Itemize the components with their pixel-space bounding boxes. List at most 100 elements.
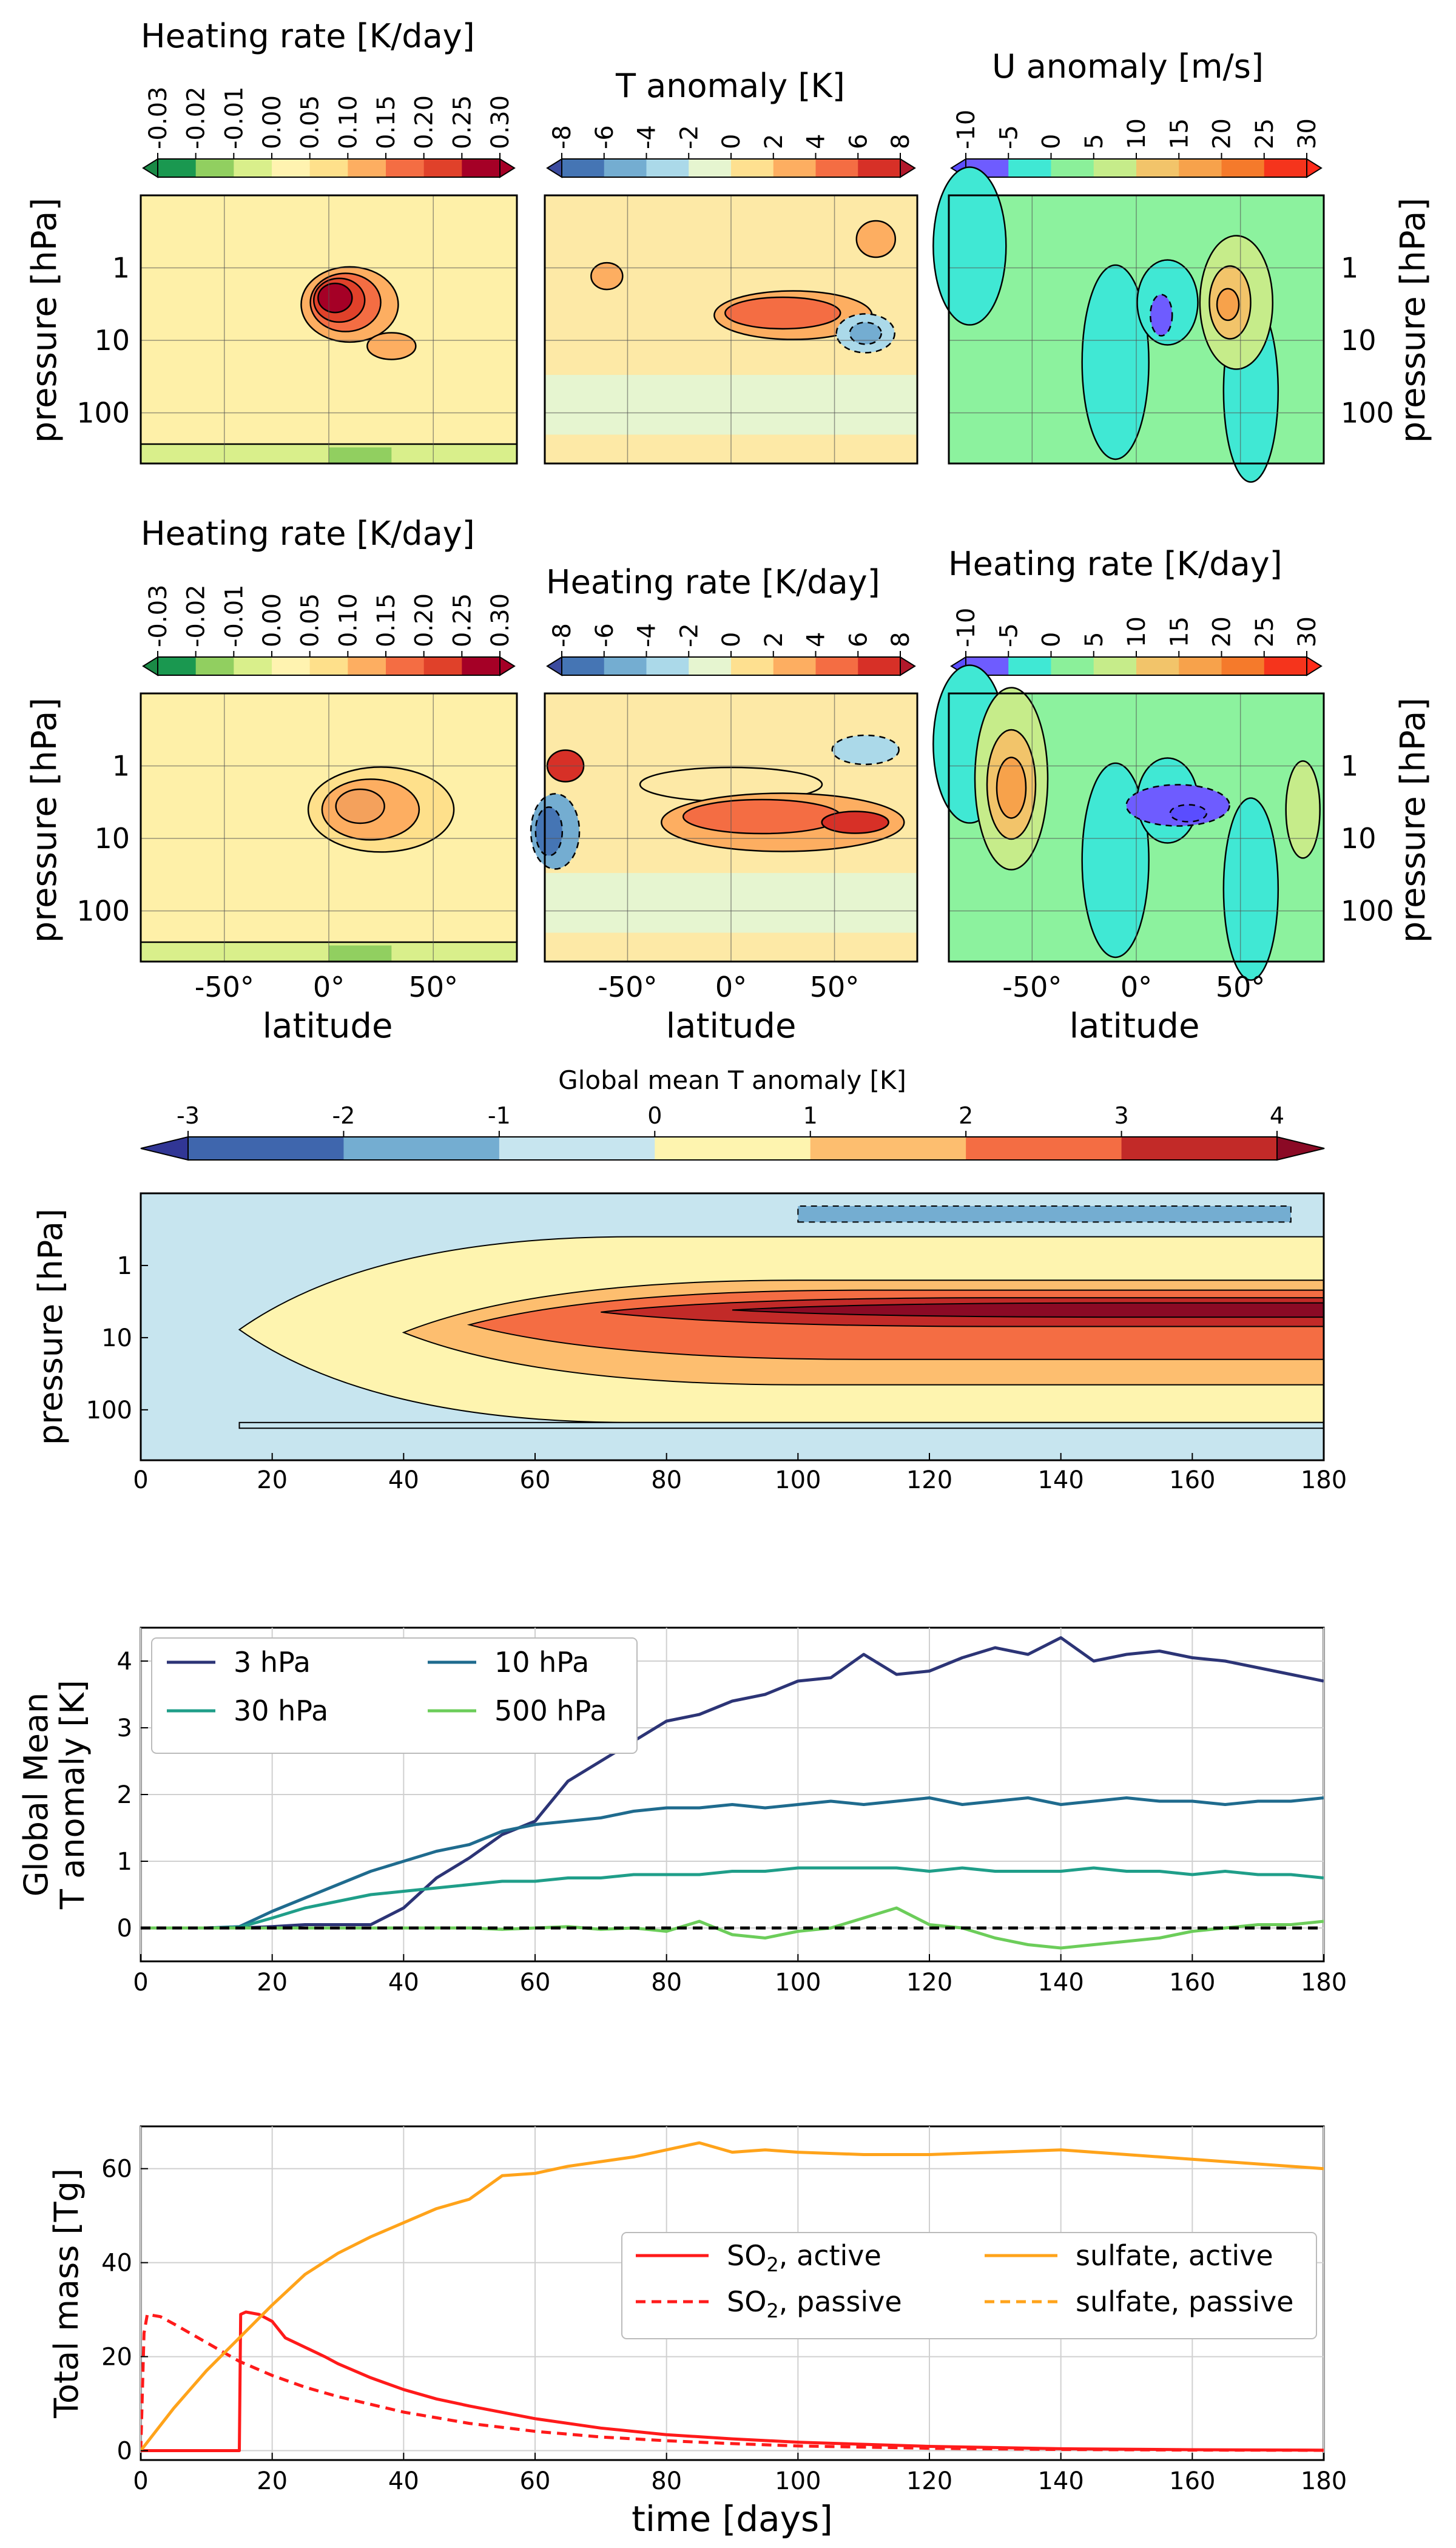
colorbar-swatch [1093,657,1137,675]
legend-label-part: sulfate, passive [1076,2285,1294,2318]
heating-contour-015 [335,788,385,824]
colorbar-tick-label: 4 [803,134,831,149]
legend-label: 10 hPa [494,1646,589,1679]
x-tick-label: 80 [651,1969,682,1997]
x-tick-label: -50° [1002,971,1062,1003]
colorbar-swatch [348,159,386,177]
colorbar-swatch [1051,657,1094,675]
legend-label-part: SO [727,2239,766,2272]
negative-heating-region [329,447,392,463]
x-tick-label: 20 [257,2467,288,2495]
x-axis-label: latitude [1070,1006,1200,1046]
colorbar-tick-label: -5 [995,623,1023,647]
panel-frame [544,692,918,963]
colorbar-swatch [858,657,901,675]
colorbar-swatch [1008,657,1051,675]
colorbar-arrow-high [1306,656,1323,676]
y-tick-label: 10 [94,324,130,357]
t-anomaly-line-chart: 0 20 40 60 80 100 120 140 160 180 0 1 2 3 4 Global Mea… [17,1626,1347,1997]
colorbar-tick-label: 0.20 [411,95,439,149]
series-line-1 [141,2313,1324,2452]
x-tick-label: 100 [775,1969,821,1997]
y-tick-label: 10 [1341,822,1377,855]
colorbar-tick-label: -10 [952,608,980,647]
colorbar-tick-label: -8 [548,623,576,647]
colorbar-swatch [272,657,311,675]
colorbar-tick-label: 0.25 [448,95,476,149]
colorbar-tick-label: -3 [177,1102,200,1129]
colorbar-tick-label: -2 [675,623,703,647]
y-axis-label-right: pressure [hPa] [1394,698,1433,943]
x-tick-label: 0 [133,1466,148,1494]
colorbar-tick-label: -1 [488,1102,511,1129]
colorbar-swatch [423,159,462,177]
heating-rate-field: 1 10 100 [76,194,518,465]
colorbar-tick-label: 6 [844,632,872,647]
x-tick-label: 120 [906,2467,952,2495]
colorbar-arrow-high [499,656,516,676]
colorbar-title: Heating rate [K/day] [141,17,475,55]
colorbar-title: Heating rate [K/day] [546,563,880,601]
colorbar-swatch [309,159,348,177]
colorbar: -0.03 -0.02 -0.01 0.00 0.05 0.10 0.15 0.20 0.25 0… [142,87,516,178]
colorbar-title: Heating rate [K/day] [141,514,475,553]
colorbar-swatch [773,159,816,177]
easterly-contour-10 [1149,294,1173,337]
colorbar-tick-label: 4 [803,632,831,647]
x-tick-label: 40 [388,2467,419,2495]
colorbar-arrow-low [142,158,158,178]
warm-contour-4 [724,296,841,330]
colorbar-swatch [423,657,462,675]
y-axis-label-line2: T anomaly [K] [53,1680,92,1910]
colorbar-swatch [731,159,774,177]
colorbar-tick-label: 0.30 [487,593,514,647]
colorbar-title: U anomaly [m/s] [992,47,1264,86]
warm-contour-2 [855,220,897,258]
easterly-contour-0 [1081,264,1150,460]
x-tick-label: 160 [1169,1466,1215,1494]
u-anomaly-field: 1 10 100 [932,166,1394,483]
colorbar-tick-label: -5 [995,125,1023,149]
colorbar-tick-label: 0 [647,1102,662,1129]
colorbar-swatch [1093,159,1137,177]
cold-contour-8 [534,806,564,857]
x-tick-label: 60 [520,1969,551,1997]
colorbar-swatch [1179,657,1222,675]
colorbar-swatch [158,657,197,675]
legend-label: SO2, passive [727,2285,902,2322]
axes-ticks: 0 20 40 60 80 100 120 140 160 180 0 1 2 3 4 [117,1648,1347,1997]
x-tick-label: 60 [520,1466,551,1494]
colorbar-swatch [1221,159,1265,177]
colorbar-swatch [309,657,348,675]
colorbar-tick-label: 2 [959,1102,973,1129]
y-tick-label: 3 [117,1714,132,1742]
colorbar-tick-label: 0.15 [372,593,400,647]
y-tick-label: 1 [1341,749,1358,782]
colorbar-frame [157,656,500,676]
x-tick-label: 140 [1037,1466,1084,1494]
colorbar-tick-label: -4 [633,623,661,647]
y-axis-label: pressure [hPa] [25,698,64,943]
colorbar-arrow-low [546,656,562,676]
x-tick-label: 0° [715,971,747,1003]
x-tick-label: 100 [775,1466,821,1494]
x-tick-label: 140 [1037,2467,1084,2495]
colorbar-tick-label: 0.20 [411,593,439,647]
y-axis-label: pressure [hPa] [32,1208,70,1445]
colorbar-arrow-low [142,656,158,676]
u-anomaly-field: 1 10 100 -50° 0° 50° [932,664,1394,1003]
y-axis-label: Total mass [Tg] [47,2168,86,2419]
colorbar-swatch [234,657,272,675]
colorbar-swatch [858,159,901,177]
colorbar-tick-label: 4 [1270,1102,1284,1129]
heating-rate-panel-row2-right: Heating rate [K/day] -10 -5 0 5 10 15 20 25 30 1… [932,545,1433,1046]
x-axis-label: time [days] [632,2498,833,2540]
colorbar-tick-label: -0.01 [220,585,248,648]
colorbar-tick-label: 3 [1114,1102,1128,1129]
legend-box [151,1637,638,1754]
colorbar-swatch [1121,1137,1278,1160]
colorbar-tick-label: 5 [1080,632,1108,647]
colorbar-swatch [343,1137,500,1160]
legend-label: SO2, active [727,2239,881,2276]
y-tick-label: 100 [76,894,130,927]
